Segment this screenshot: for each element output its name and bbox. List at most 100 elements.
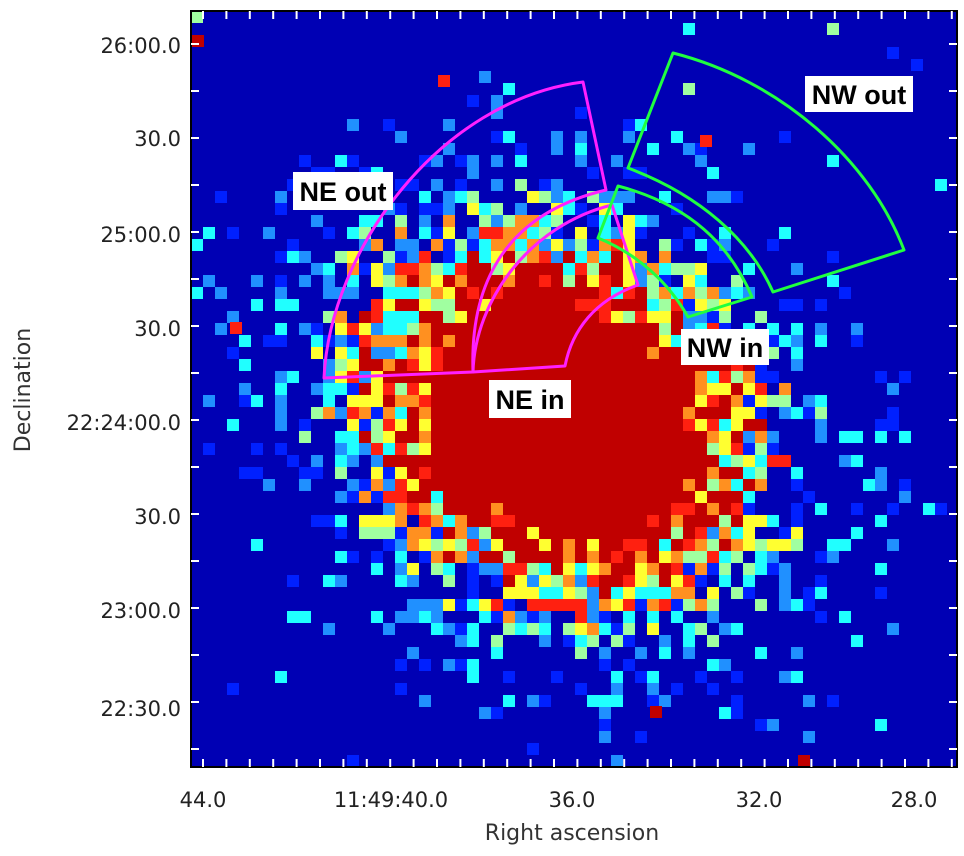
image-pixel [647, 143, 659, 155]
image-pixel [455, 551, 467, 563]
image-pixel [671, 431, 683, 443]
image-pixel [635, 551, 647, 563]
image-pixel [575, 479, 587, 491]
image-pixel [431, 359, 443, 371]
image-pixel [659, 275, 671, 287]
image-pixel [323, 395, 335, 407]
image-pixel [611, 551, 623, 563]
x-tick-label: 28.0 [891, 788, 938, 812]
image-pixel [431, 539, 443, 551]
image-pixel [683, 479, 695, 491]
image-pixel [575, 275, 587, 287]
image-pixel [575, 587, 587, 599]
image-pixel [515, 443, 527, 455]
image-pixel [623, 347, 635, 359]
image-pixel [527, 743, 539, 755]
image-pixel [815, 575, 827, 587]
image-pixel [827, 539, 839, 551]
image-pixel [599, 575, 611, 587]
image-pixel [647, 395, 659, 407]
image-pixel [347, 323, 359, 335]
image-pixel [407, 539, 419, 551]
image-pixel [503, 215, 515, 227]
image-pixel [443, 191, 455, 203]
image-pixel [467, 203, 479, 215]
image-pixel [275, 191, 287, 203]
image-pixel [467, 371, 479, 383]
image-pixel [563, 515, 575, 527]
image-pixel [647, 503, 659, 515]
image-pixel [527, 479, 539, 491]
image-pixel [755, 563, 767, 575]
image-pixel [192, 35, 204, 47]
image-pixel [611, 443, 623, 455]
image-pixel [371, 515, 383, 527]
image-pixel [791, 323, 803, 335]
image-pixel [659, 191, 671, 203]
image-pixel [731, 395, 743, 407]
image-pixel [647, 515, 659, 527]
image-pixel [407, 287, 419, 299]
image-pixel [563, 299, 575, 311]
image-pixel [695, 371, 707, 383]
image-pixel [443, 407, 455, 419]
image-pixel [623, 551, 635, 563]
image-pixel [191, 287, 203, 299]
image-pixel [575, 287, 587, 299]
image-pixel [755, 455, 767, 467]
image-pixel [503, 491, 515, 503]
image-pixel [407, 491, 419, 503]
image-pixel [347, 347, 359, 359]
image-pixel [779, 131, 791, 143]
image-pixel [923, 503, 935, 515]
image-pixel [659, 647, 671, 659]
image-pixel [467, 419, 479, 431]
image-pixel [371, 311, 383, 323]
image-pixel [695, 539, 707, 551]
image-pixel [455, 359, 467, 371]
image-pixel [551, 275, 563, 287]
image-pixel [479, 395, 491, 407]
image-pixel [623, 611, 635, 623]
image-pixel [695, 491, 707, 503]
image-pixel [719, 383, 731, 395]
image-pixel [599, 719, 611, 731]
image-pixel [347, 479, 359, 491]
image-pixel [479, 203, 491, 215]
image-pixel [455, 191, 467, 203]
y-tick-label: 30.0 [134, 505, 181, 529]
image-pixel [443, 359, 455, 371]
image-pixel [383, 275, 395, 287]
image-pixel [443, 275, 455, 287]
image-pixel [731, 287, 743, 299]
image-pixel [455, 455, 467, 467]
image-pixel [623, 455, 635, 467]
image-pixel [491, 443, 503, 455]
image-pixel [419, 419, 431, 431]
image-pixel [611, 395, 623, 407]
image-pixel [683, 527, 695, 539]
image-pixel [299, 251, 311, 263]
image-pixel [779, 383, 791, 395]
image-pixel [431, 431, 443, 443]
image-pixel [275, 407, 287, 419]
image-pixel [743, 419, 755, 431]
image-pixel [743, 443, 755, 455]
image-pixel [467, 287, 479, 299]
image-pixel [275, 671, 287, 683]
image-pixel [611, 251, 623, 263]
image-pixel [455, 503, 467, 515]
image-pixel [359, 263, 371, 275]
image-pixel [623, 395, 635, 407]
image-pixel [683, 551, 695, 563]
image-pixel [419, 479, 431, 491]
image-pixel [695, 503, 707, 515]
image-pixel [275, 203, 287, 215]
image-pixel [599, 371, 611, 383]
image-pixel [311, 347, 323, 359]
image-pixel [395, 503, 407, 515]
image-pixel [755, 419, 767, 431]
image-pixel [395, 239, 407, 251]
image-pixel [695, 527, 707, 539]
image-pixel [438, 75, 450, 87]
